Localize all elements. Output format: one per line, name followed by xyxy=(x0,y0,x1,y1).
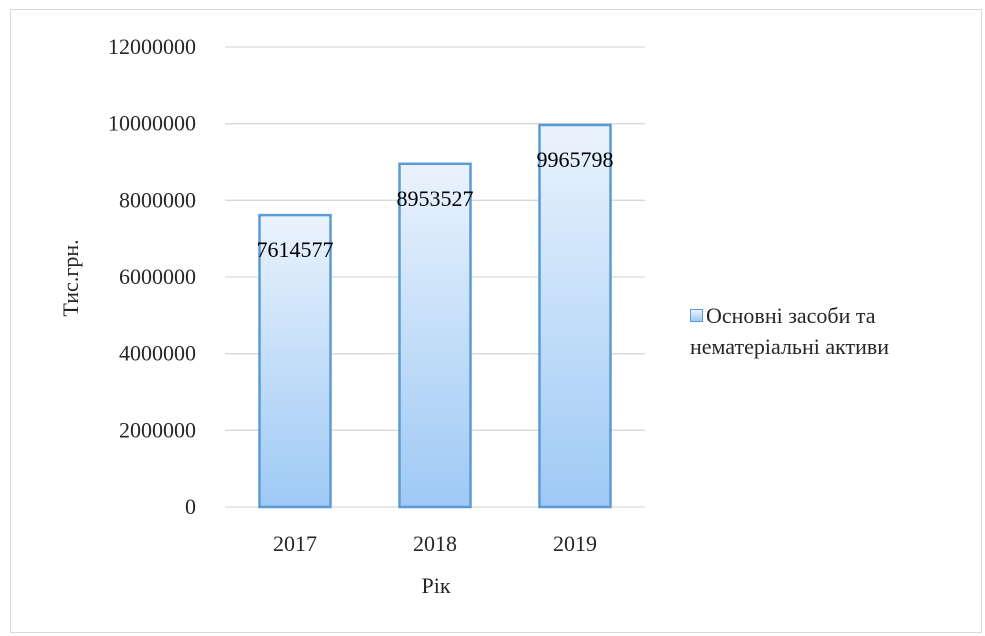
x-tick-label: 2019 xyxy=(553,531,597,556)
x-tick-label: 2018 xyxy=(413,531,457,556)
legend: Основні засоби та нематеріальні активи xyxy=(690,300,980,362)
y-tick-label: 6000000 xyxy=(119,264,196,289)
data-label: 9965798 xyxy=(537,147,614,172)
bar xyxy=(538,123,612,509)
data-label: 8953527 xyxy=(397,186,474,211)
y-tick-label: 8000000 xyxy=(119,187,196,212)
data-labels: 7614577 8953527 9965798 xyxy=(257,147,614,262)
y-tick-label: 2000000 xyxy=(119,417,196,442)
bar xyxy=(258,213,332,509)
bar xyxy=(398,162,472,509)
data-label: 7614577 xyxy=(257,237,334,262)
legend-swatch xyxy=(690,309,703,322)
chart-frame xyxy=(10,9,982,633)
y-tick-label: 12000000 xyxy=(108,34,196,59)
y-axis-ticks: 0 2000000 4000000 6000000 8000000 10000000 120… xyxy=(108,34,196,519)
legend-line-1: Основні засоби та xyxy=(706,303,876,328)
y-tick-label: 4000000 xyxy=(119,341,196,366)
y-axis-title: Тис.грн. xyxy=(58,239,83,316)
x-axis-ticks: 2017 2018 2019 xyxy=(273,531,597,556)
y-tick-label: 0 xyxy=(185,494,196,519)
legend-line-2: нематеріальні активи xyxy=(690,334,890,359)
y-tick-label: 10000000 xyxy=(108,111,196,136)
x-tick-label: 2017 xyxy=(273,531,317,556)
x-axis-title: Рік xyxy=(421,573,450,598)
bars xyxy=(258,123,612,509)
legend-item: Основні засоби та xyxy=(690,300,980,331)
